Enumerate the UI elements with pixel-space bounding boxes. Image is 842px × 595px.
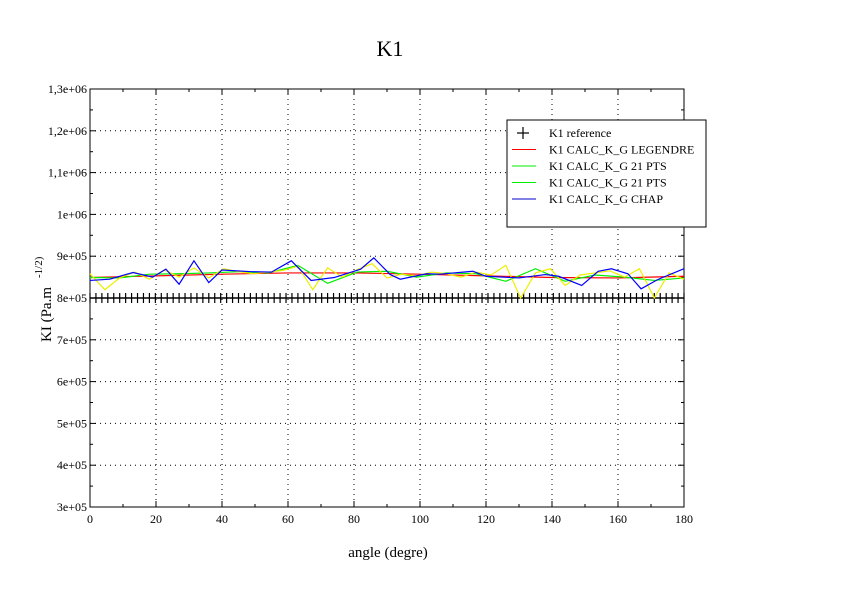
legend-label: K1 CALC_K_G 21 PTS [549,176,667,190]
y-axis-label-exponent: -1/2) [33,256,45,278]
y-tick-label: 4e+05 [57,458,87,472]
y-axis-label: KI (Pa.m [39,287,55,342]
y-tick-label: 1e+06 [57,207,87,221]
y-tick-label: 3e+05 [57,500,87,514]
series-lines [89,257,685,300]
series-line [89,257,685,290]
legend-box [506,119,707,228]
y-tick-label: 6e+05 [57,375,87,389]
x-axis-label: angle (degre) [348,545,428,561]
legend-label: K1 CALC_K_G 21 PTS [549,159,667,173]
x-tick-label: 20 [150,512,162,526]
chart-title: K1 [377,36,404,61]
x-tick-label: 60 [282,512,294,526]
x-tick-label: 80 [348,512,360,526]
y-tick-label: 5e+05 [57,416,87,430]
legend: K1 reference K1 CALC_K_G LEGENDRE K1 CALC_… [506,119,707,228]
series-line [89,263,685,300]
x-tick-label: 40 [216,512,228,526]
legend-label: K1 CALC_K_G CHAP [549,192,663,206]
reference-series [89,293,685,303]
x-tick-label: 180 [675,512,693,526]
series-line [89,272,685,279]
y-tick-label: 1,1e+06 [48,166,87,180]
legend-label: K1 reference [549,126,611,140]
y-tick-label: 1,2e+06 [48,124,87,138]
x-tick-label: 160 [609,512,627,526]
axis-ticks: 0 20 40 60 80 100 120 140 160 180 1,3e+06 1,2e+06 1,… [48,82,693,526]
y-tick-label: 7e+05 [57,333,87,347]
x-tick-label: 140 [543,512,561,526]
x-tick-label: 100 [411,512,429,526]
y-tick-label: 1,3e+06 [48,82,87,96]
x-tick-label: 0 [87,512,93,526]
x-tick-label: 120 [477,512,495,526]
y-tick-label: 8e+05 [57,291,87,305]
y-tick-label: 9e+05 [57,249,87,263]
legend-label: K1 CALC_K_G LEGENDRE [549,143,694,157]
